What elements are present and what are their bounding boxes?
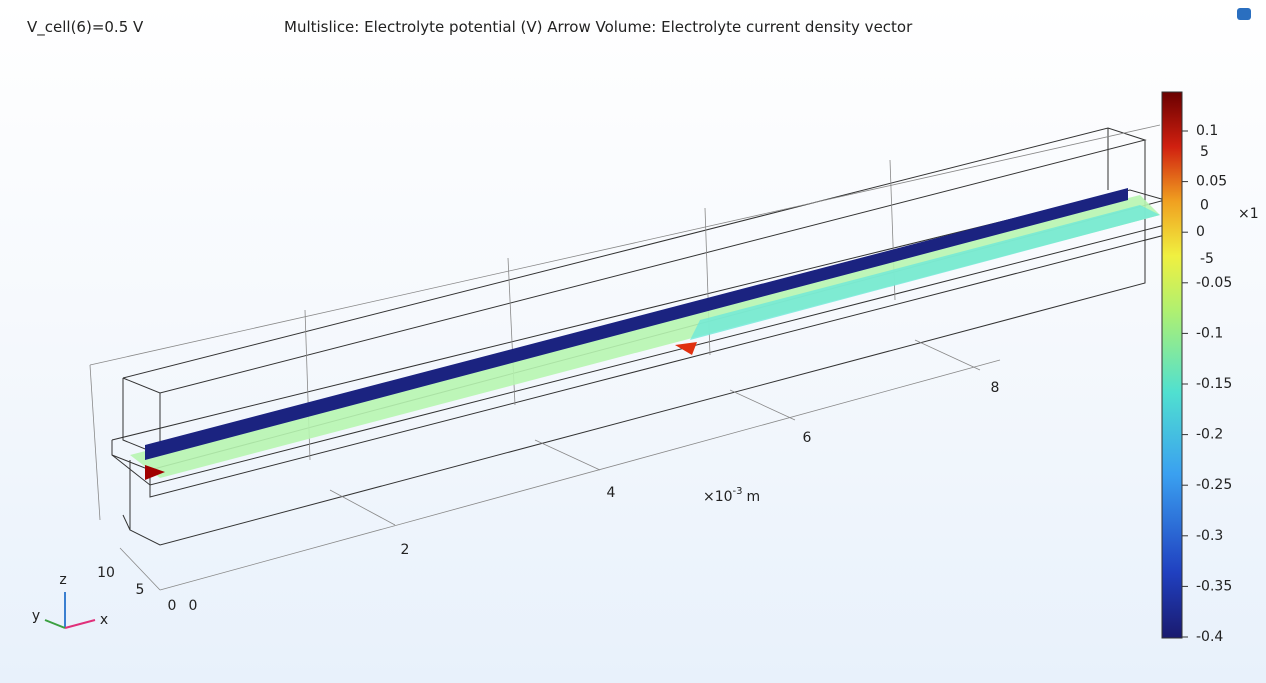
- y-tick-label: 0: [189, 598, 198, 614]
- arrow-scale-label: ×1: [1238, 206, 1259, 222]
- membrane-slice: [145, 188, 1128, 460]
- colorbar-tick-label: 0: [1196, 224, 1205, 240]
- electrolyte-slice: [690, 205, 1160, 340]
- axis-grid: [89, 124, 1161, 591]
- x-tick-label: 6: [803, 430, 812, 446]
- triad-x: x: [100, 612, 108, 628]
- unit-base: ×10: [703, 489, 733, 505]
- arrow-tick-label: -5: [1200, 251, 1214, 267]
- y-tick-label: 10: [97, 565, 115, 581]
- arrow-tick-label: 0: [1200, 198, 1209, 214]
- unit-name: m: [747, 489, 761, 505]
- arrow-tick-label: 5: [1200, 144, 1209, 160]
- colorbar-tick-label: 0.05: [1196, 174, 1227, 190]
- colorbar-tick-label: -0.15: [1196, 376, 1232, 392]
- colorbar-tick-label: -0.1: [1196, 325, 1223, 341]
- triad: [44, 592, 96, 629]
- electrolyte-slice: [130, 195, 1160, 478]
- geometry: [111, 127, 1167, 546]
- colorbar-tick-label: -0.4: [1196, 629, 1223, 645]
- colorbar-tick-label: -0.05: [1196, 275, 1232, 291]
- unit-exp: -3: [733, 486, 743, 497]
- x-axis-unit: ×10-3 m: [703, 486, 760, 505]
- y-tick-label: 5: [136, 582, 145, 598]
- colorbar-tick-label: -0.25: [1196, 477, 1232, 493]
- colorbar-tick-label: -0.3: [1196, 528, 1223, 544]
- colorbar-tick-label: 0.1: [1196, 123, 1218, 139]
- electrode-tip: [145, 465, 165, 480]
- plot-title: Multislice: Electrolyte potential (V) Ar…: [284, 18, 913, 36]
- colorbar-tick-label: -0.2: [1196, 427, 1223, 443]
- x-tick-label: 8: [991, 380, 1000, 396]
- electrode-tip: [675, 342, 697, 355]
- colorbar-tick-label: -0.35: [1196, 578, 1232, 594]
- y-tick-label: 0: [168, 598, 177, 614]
- x-tick-label: 2: [401, 542, 410, 558]
- colorbar: [1161, 91, 1183, 639]
- parameter-label: V_cell(6)=0.5 V: [27, 18, 144, 36]
- triad-z: z: [59, 572, 66, 588]
- x-tick-label: 4: [607, 485, 616, 501]
- window-icon[interactable]: [1237, 8, 1251, 20]
- triad-y: y: [32, 608, 40, 624]
